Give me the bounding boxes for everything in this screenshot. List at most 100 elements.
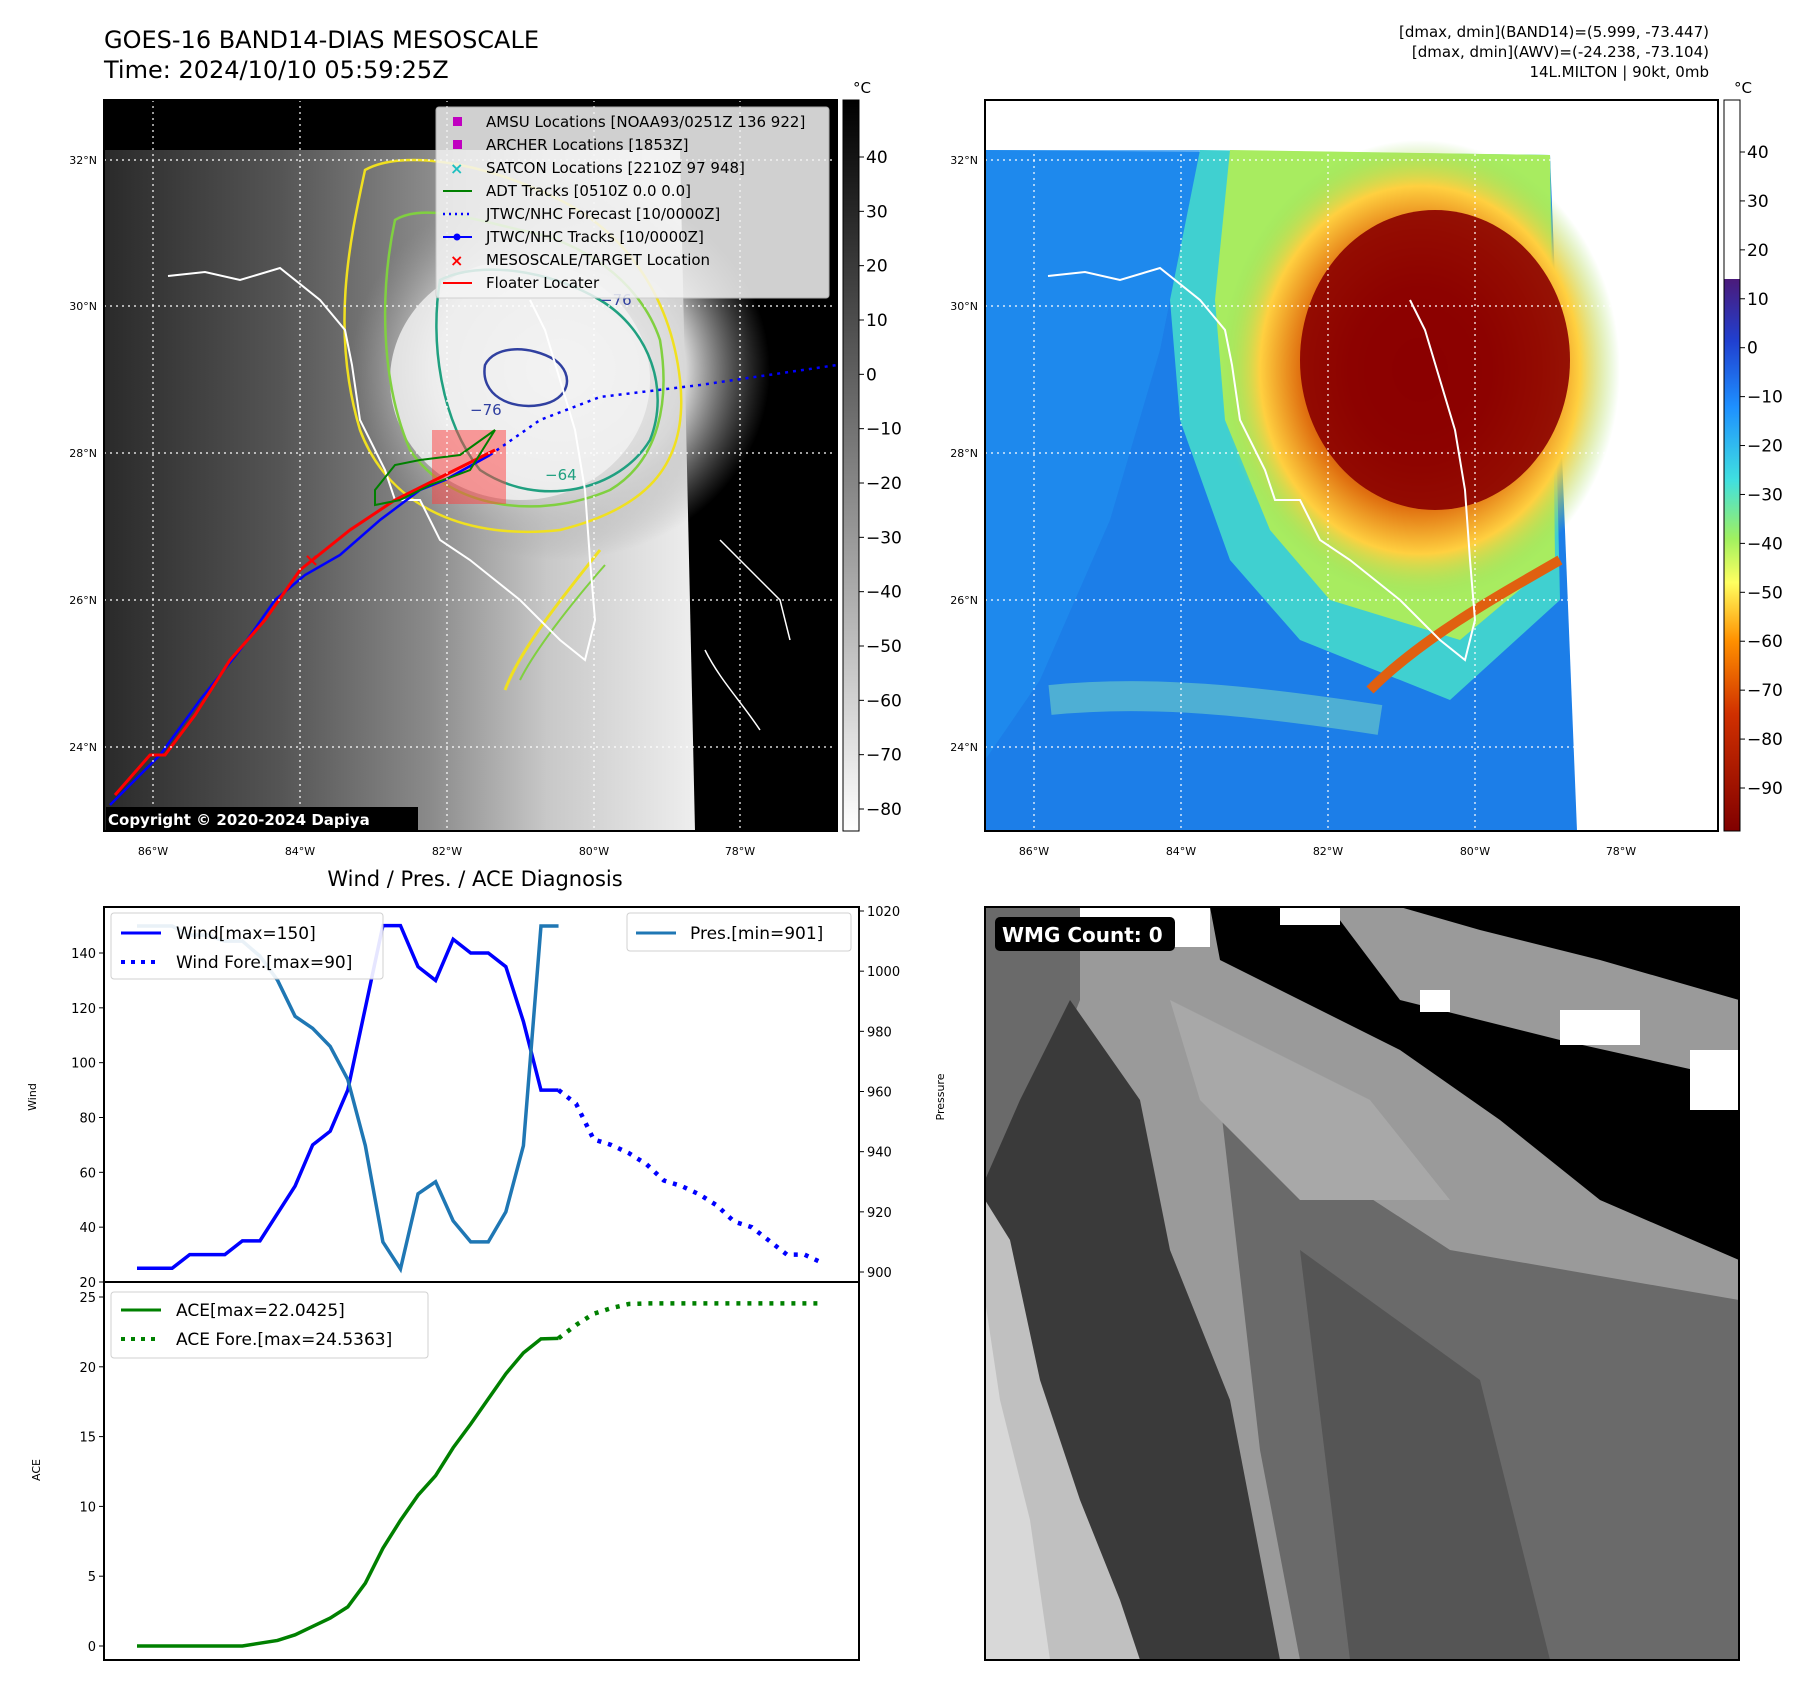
wv-colorbar-tick: 20 bbox=[1747, 241, 1769, 261]
wv-colorbar-tick: 10 bbox=[1747, 290, 1769, 310]
ir-colorbar-tick: −20 bbox=[866, 474, 902, 494]
ir-colorbar: °C 40 30 20 10 0 −10 −20 −30 −40 −50 −60 −70 −80 bbox=[842, 79, 902, 832]
wind-axis-label: Wind bbox=[26, 1083, 39, 1111]
wv-colorbar-tick: −60 bbox=[1747, 632, 1783, 652]
ir-colorbar-tick: −80 bbox=[866, 800, 902, 820]
legend-item-label: Floater Locater bbox=[486, 274, 600, 292]
ir-colorbar-tick: −50 bbox=[866, 637, 902, 657]
pressure-tick: 920 bbox=[867, 1206, 892, 1221]
ace-tick: 15 bbox=[79, 1431, 96, 1446]
ir-lon-label: 78°W bbox=[725, 845, 755, 858]
figure-title: GOES-16 BAND14-DIAS MESOSCALE bbox=[104, 26, 540, 54]
ace-chart: 25 20 15 10 5 0 ACE ACE[max=22.0425] ACE Fore… bbox=[30, 1281, 860, 1661]
legend-item: Floater Locater bbox=[443, 274, 600, 292]
ace-tick: 25 bbox=[79, 1291, 96, 1306]
wind-forecast-line bbox=[557, 1088, 823, 1265]
stat-storm: 14L.MILTON | 90kt, 0mb bbox=[1529, 63, 1709, 81]
pressure-tick: 1000 bbox=[867, 965, 900, 980]
wv-colorbar-tick: −50 bbox=[1747, 583, 1783, 603]
legend-item-label: MESOSCALE/TARGET Location bbox=[486, 251, 710, 269]
ir-track-adt bbox=[374, 429, 496, 507]
wv-colorbar-tick: −80 bbox=[1747, 730, 1783, 750]
wv-colorbar-tick: −40 bbox=[1747, 534, 1783, 554]
legend-item-label: JTWC/NHC Forecast [10/0000Z] bbox=[485, 205, 720, 223]
wind-pressure-chart: 140 120 100 80 60 40 20 1020 1000 980 960 940 920 90… bbox=[26, 905, 947, 1291]
ir-lat-label: 32°N bbox=[69, 154, 97, 167]
wv-colorbar-tick: −30 bbox=[1747, 485, 1783, 505]
ir-lon-label: 86°W bbox=[138, 845, 168, 858]
legend-item: × SATCON Locations [2210Z 97 948] bbox=[450, 159, 745, 178]
pressure-tick: 960 bbox=[867, 1086, 892, 1101]
ir-legend: AMSU Locations [NOAA93/0251Z 136 922] ARC… bbox=[435, 106, 830, 299]
legend-item-label: JTWC/NHC Tracks [10/0000Z] bbox=[485, 228, 704, 246]
figure-time: Time: 2024/10/10 05:59:25Z bbox=[104, 56, 449, 84]
legend-item: ARCHER Locations [1853Z] bbox=[453, 136, 689, 154]
stat-awv: [dmax, dmin](AWV)=(-24.238, -73.104) bbox=[1411, 43, 1709, 61]
wv-colorbar-unit: °C bbox=[1734, 79, 1752, 97]
ir-lon-label: 80°W bbox=[579, 845, 609, 858]
wv-colorbar-tick: 0 bbox=[1747, 339, 1758, 359]
wv-colorbar-tick: −10 bbox=[1747, 388, 1783, 408]
wind-tick: 120 bbox=[71, 1002, 96, 1017]
ir-lon-label: 84°W bbox=[285, 845, 315, 858]
ace-tick: 20 bbox=[79, 1361, 96, 1376]
legend-ace: ACE[max=22.0425] bbox=[176, 1301, 345, 1321]
legend-item: ADT Tracks [0510Z 0.0 0.0] bbox=[443, 182, 691, 200]
wv-map-panel bbox=[984, 99, 1719, 832]
wv-colorbar-tick: 40 bbox=[1747, 143, 1769, 163]
ir-colorbar-tick: −70 bbox=[866, 746, 902, 766]
ace-tick: 0 bbox=[88, 1640, 96, 1655]
ir-contour-navy bbox=[483, 348, 569, 408]
ir-colorbar-tick: −10 bbox=[866, 420, 902, 440]
ir-colorbar-tick: 0 bbox=[866, 365, 877, 385]
ir-track-forecast bbox=[489, 363, 838, 457]
diag-title: Wind / Pres. / ACE Diagnosis bbox=[327, 867, 622, 891]
ace-series-line bbox=[137, 1336, 559, 1648]
ir-lat-label: 24°N bbox=[69, 741, 97, 754]
legend-item-label: ARCHER Locations [1853Z] bbox=[486, 136, 689, 154]
wind-series-line bbox=[137, 923, 559, 1271]
legend-pres: Pres.[min=901] bbox=[690, 924, 823, 944]
wind-tick: 60 bbox=[79, 1166, 96, 1181]
wmg-panel: WMG Count: 0 bbox=[984, 906, 1740, 1661]
wv-lat-label: 32°N bbox=[950, 154, 978, 167]
pressure-axis-label: Pressure bbox=[934, 1073, 947, 1120]
wv-colorbar: °C 40 30 20 10 0 −10 −20 −30 −40 −50 −60 −70 −80 −90 bbox=[1723, 79, 1783, 832]
ir-colorbar-tick: −40 bbox=[866, 583, 902, 603]
ace-tick: 10 bbox=[79, 1500, 96, 1515]
legend-item-label: AMSU Locations [NOAA93/0251Z 136 922] bbox=[486, 113, 805, 131]
legend-item: JTWC/NHC Tracks [10/0000Z] bbox=[443, 228, 704, 246]
ir-contour-label-1: −76 bbox=[470, 401, 502, 419]
wind-tick: 20 bbox=[79, 1276, 96, 1291]
wv-lon-label: 80°W bbox=[1460, 845, 1490, 858]
ir-colorbar-tick: 20 bbox=[866, 257, 888, 277]
ir-colorbar-tick: −60 bbox=[866, 691, 902, 711]
wind-tick: 140 bbox=[71, 947, 96, 962]
copyright-label: Copyright © 2020-2024 Dapiya bbox=[108, 811, 370, 829]
ir-track-floater bbox=[113, 448, 496, 796]
legend-item: × MESOSCALE/TARGET Location bbox=[450, 251, 710, 270]
wind-tick: 100 bbox=[71, 1057, 96, 1072]
wv-lon-label: 82°W bbox=[1313, 845, 1343, 858]
legend-item-label: SATCON Locations [2210Z 97 948] bbox=[486, 159, 745, 177]
ir-colorbar-tick: 10 bbox=[866, 311, 888, 331]
stat-band14: [dmax, dmin](BAND14)=(5.999, -73.447) bbox=[1398, 23, 1709, 41]
wv-colorbar-tick: 30 bbox=[1747, 192, 1769, 212]
ace-legend: ACE[max=22.0425] ACE Fore.[max=24.5363] bbox=[110, 1291, 429, 1359]
wv-coastline bbox=[1047, 266, 1477, 662]
pressure-tick: 940 bbox=[867, 1146, 892, 1161]
ace-axis-label: ACE bbox=[30, 1459, 43, 1481]
svg-text:×: × bbox=[450, 251, 463, 270]
wv-colorbar-tick: −20 bbox=[1747, 437, 1783, 457]
ir-colorbar-tick: 40 bbox=[866, 148, 888, 168]
wv-lon-label: 84°W bbox=[1166, 845, 1196, 858]
map-latlon-labels: 32°N 32°N 30°N 30°N 28°N 28°N 26°N 26°N 24°N 24°N… bbox=[69, 154, 1636, 858]
wv-lat-label: 24°N bbox=[950, 741, 978, 754]
svg-text:×: × bbox=[450, 159, 463, 178]
ir-target-marker: × bbox=[304, 550, 319, 571]
legend-item-label: ADT Tracks [0510Z 0.0 0.0] bbox=[486, 182, 691, 200]
legend-wind-fore: Wind Fore.[max=90] bbox=[176, 953, 352, 973]
wv-lat-label: 26°N bbox=[950, 594, 978, 607]
ir-colorbar-tick: 30 bbox=[866, 202, 888, 222]
